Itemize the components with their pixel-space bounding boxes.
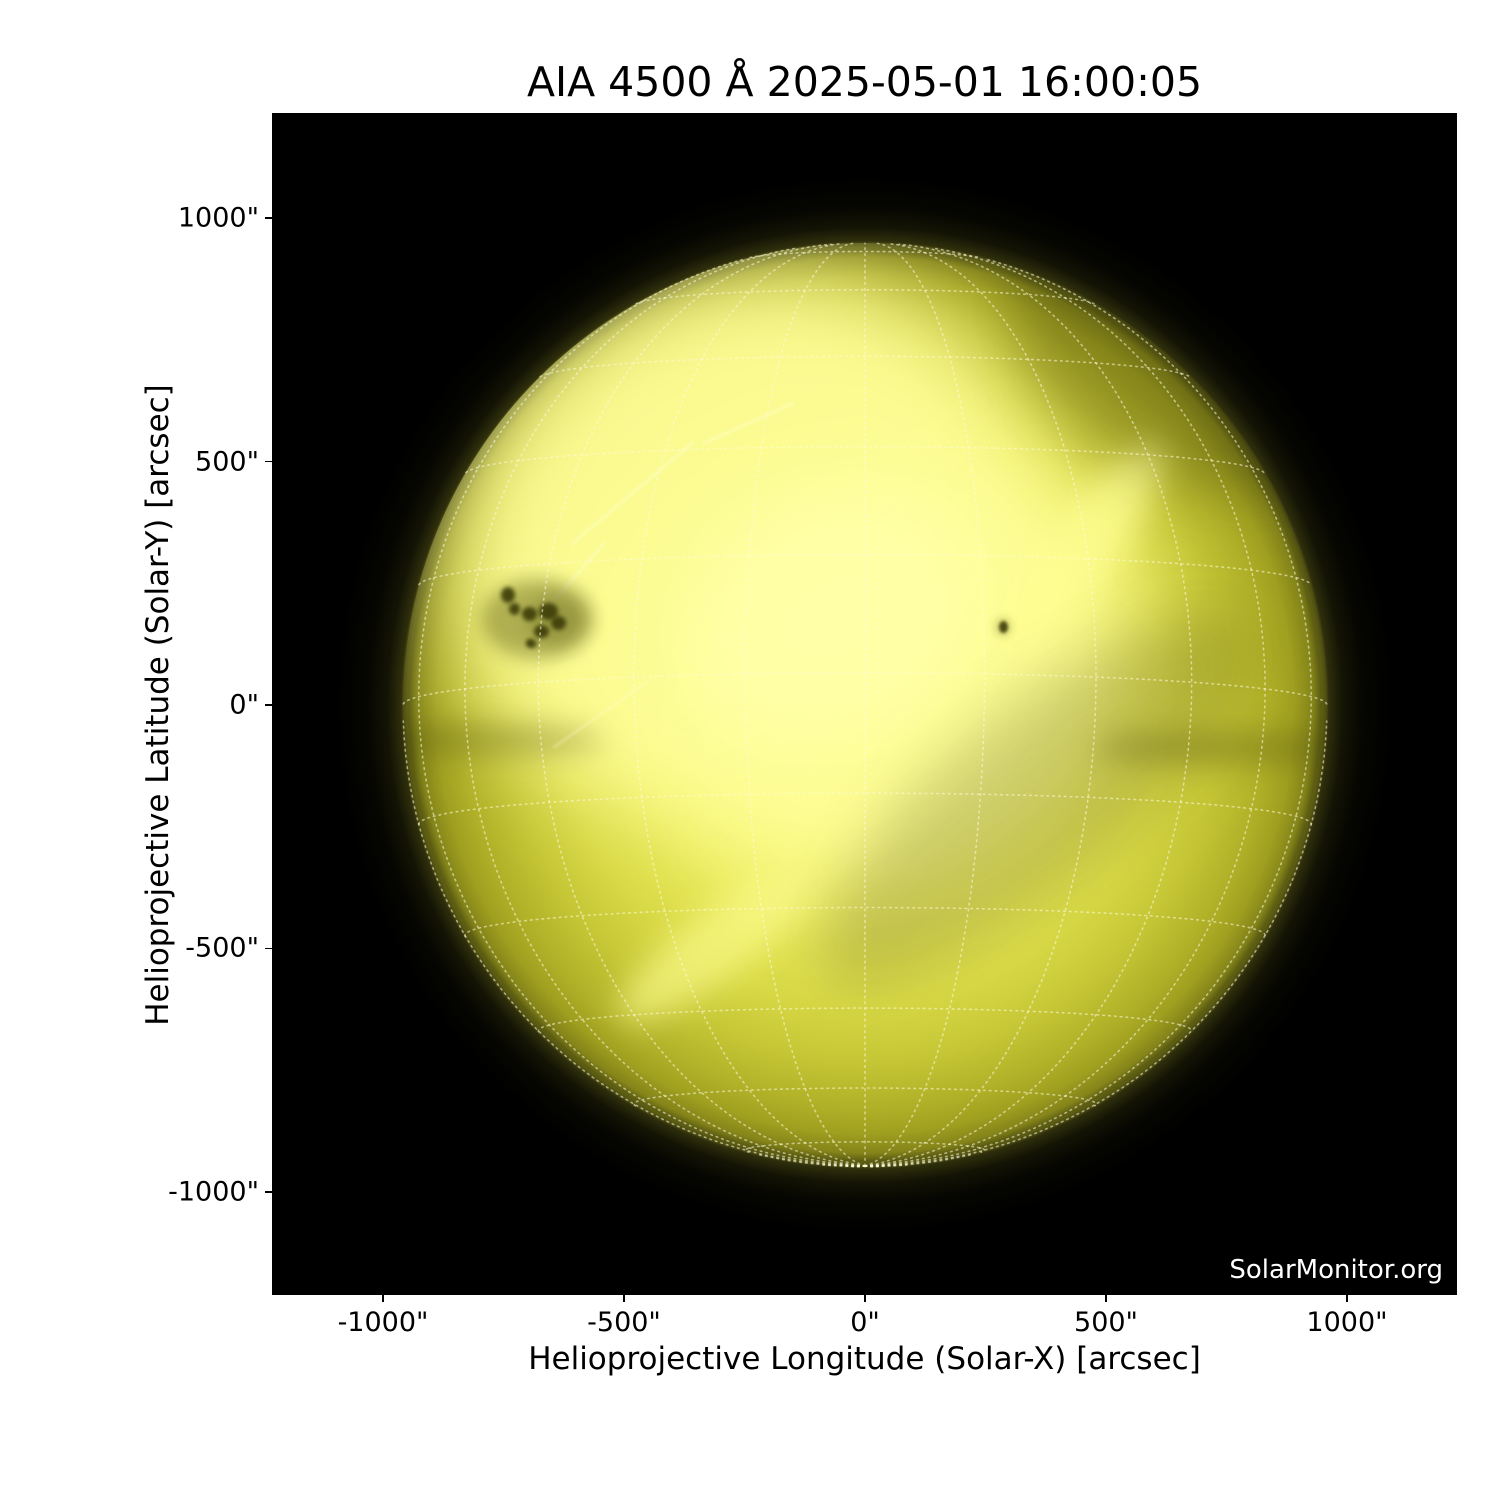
x-tick-mark [1346, 1295, 1348, 1302]
x-tick-label: -500" [587, 1307, 661, 1338]
watermark: SolarMonitor.org [1229, 1255, 1443, 1285]
x-axis-label: Helioprojective Longitude (Solar-X) [arc… [528, 1341, 1201, 1377]
x-tick-mark [382, 1295, 384, 1302]
y-tick-label: -1000" [168, 1176, 259, 1208]
y-tick-mark [265, 704, 272, 706]
y-tick-label: 1000" [177, 202, 259, 234]
x-tick-label: 500" [1074, 1307, 1138, 1338]
x-tick-mark [1105, 1295, 1107, 1302]
x-tick-label: 0" [850, 1307, 880, 1338]
y-tick-label: -500" [185, 932, 259, 964]
x-tick-label: -1000" [337, 1307, 429, 1338]
y-tick-mark [265, 1191, 272, 1193]
x-tick-label: 1000" [1306, 1307, 1388, 1338]
y-tick-mark [265, 460, 272, 463]
plot-area: SolarMonitor.org [272, 113, 1457, 1295]
sun-surface-shading [403, 243, 1327, 1167]
y-tick-mark [265, 947, 272, 950]
y-tick-label: 500" [195, 446, 259, 478]
x-tick-mark [864, 1295, 866, 1302]
y-tick-mark [265, 217, 272, 219]
page-title: AIA 4500 Å 2025-05-01 16:00:05 [526, 58, 1203, 106]
x-tick-mark [623, 1295, 625, 1302]
heliographic-grid [402, 242, 1328, 1168]
y-tick-label: 0" [229, 689, 259, 721]
dark-lane-west [403, 725, 603, 755]
dark-lane-east [1093, 731, 1327, 765]
